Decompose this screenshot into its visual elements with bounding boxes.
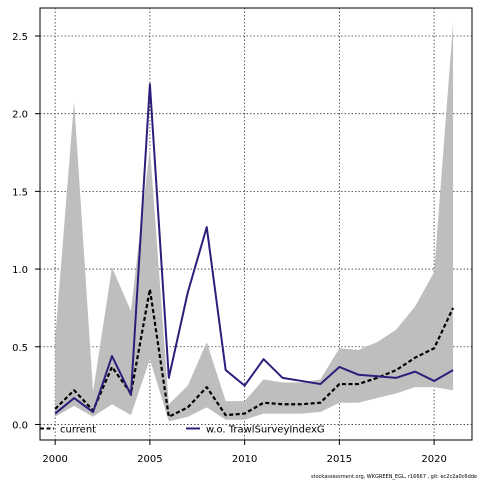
series-line-current (54, 288, 455, 418)
y-tick-label: 1.5 (12, 187, 28, 198)
x-axis: 2000 2005 2010 2015 2020 (42, 440, 447, 465)
legend-label-current: current (60, 424, 96, 435)
x-tick-label: 2000 (42, 454, 67, 465)
y-tick-label: 2.0 (12, 110, 28, 121)
plot-frame (39, 7, 473, 441)
y-tick-label: 0.5 (12, 343, 28, 354)
y-tick-label: 0.0 (12, 420, 28, 431)
x-tick-label: 2010 (232, 454, 257, 465)
y-axis: 0.0 0.5 1.0 1.5 2.0 2.5 (12, 32, 40, 431)
series-line-without-trawl-survey (54, 83, 454, 415)
y-tick-label: 2.5 (12, 32, 28, 43)
legend: current w.o. TrawlSurveyIndexG (40, 424, 325, 435)
y-tick-label: 1.0 (12, 265, 28, 276)
x-tick-label: 2005 (137, 454, 162, 465)
credit-text: stockassessment.org, WKGREEN_EGL, r16667… (311, 474, 477, 480)
x-tick-label: 2020 (421, 454, 446, 465)
x-tick-label: 2015 (327, 454, 352, 465)
legend-label-without-trawl-survey: w.o. TrawlSurveyIndexG (206, 424, 325, 435)
